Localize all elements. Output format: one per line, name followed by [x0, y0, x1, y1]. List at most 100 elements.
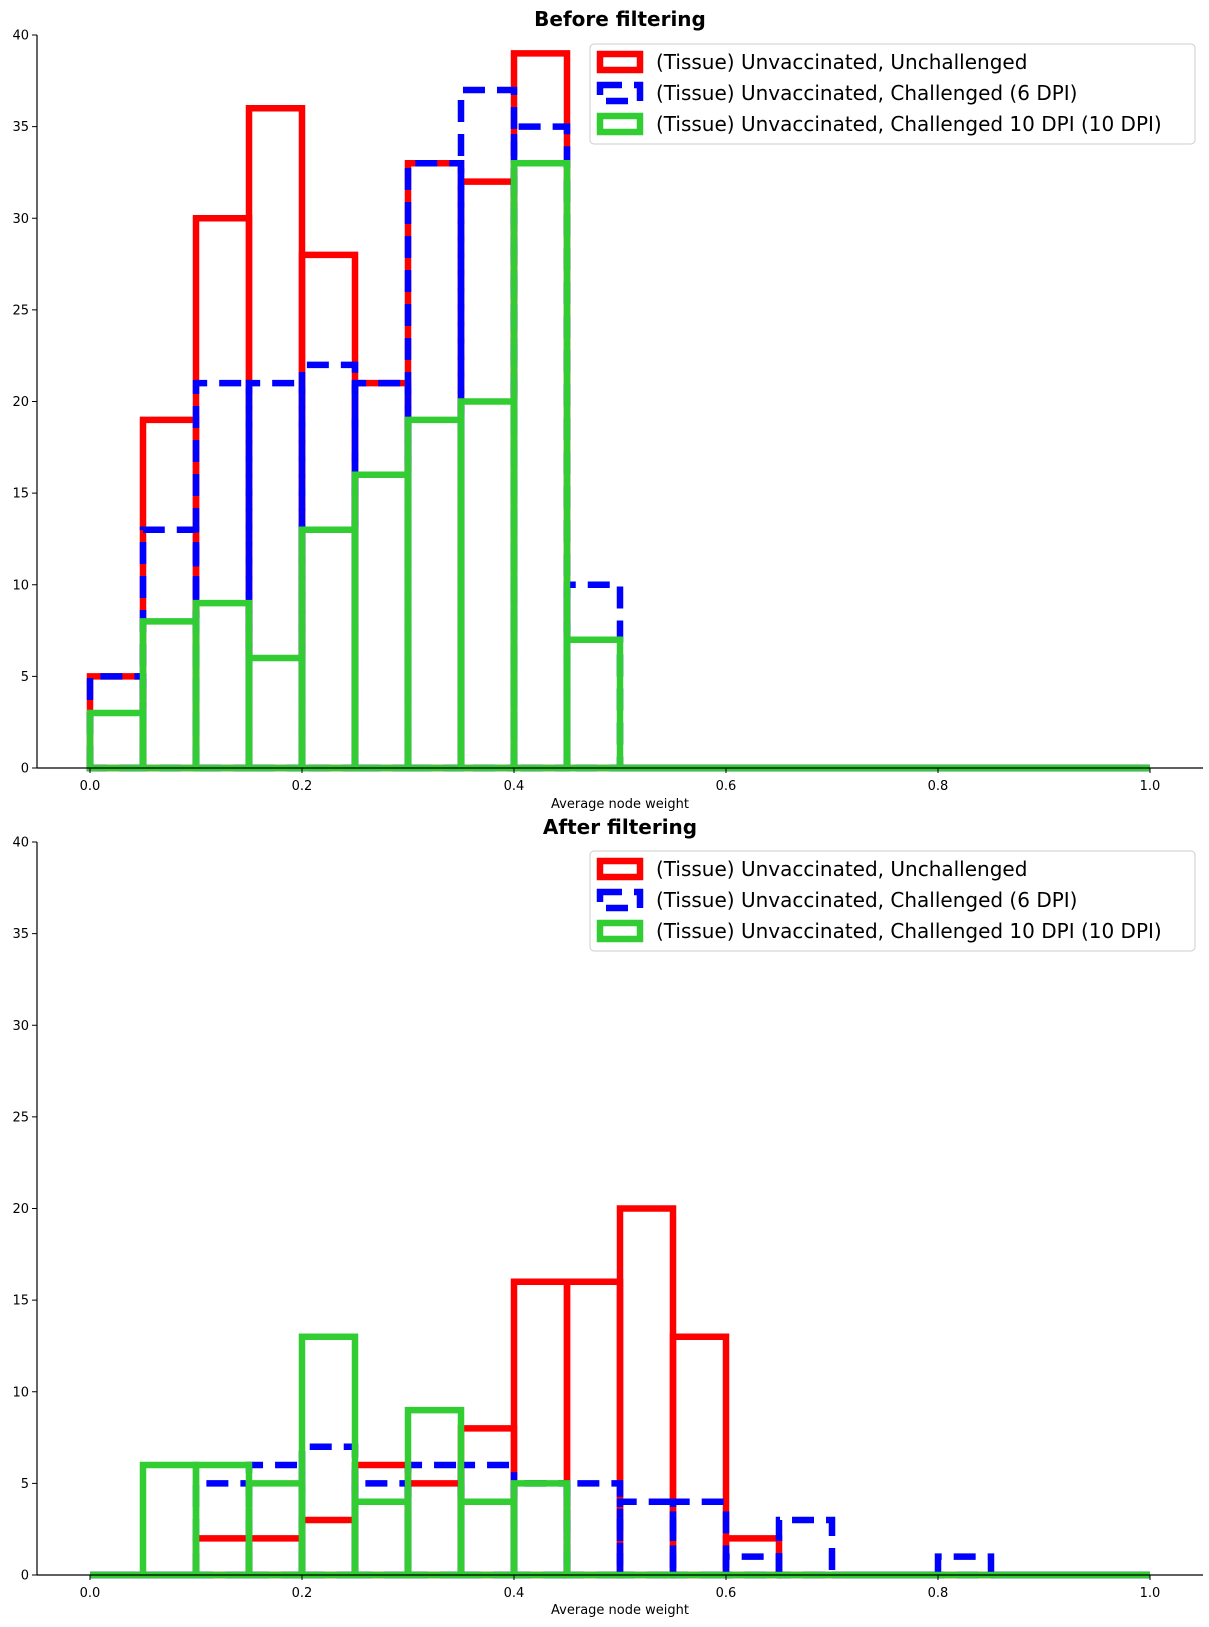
histogram-bar [139, 526, 200, 772]
legend-swatch [596, 888, 644, 912]
histogram-bar [139, 1461, 200, 1579]
y-tick-label: 40 [12, 29, 29, 44]
legend-label: (Tissue) Unvaccinated, Challenged 10 DPI… [656, 112, 1162, 136]
x-axis-label: Average node weight [551, 1603, 689, 1618]
legend-label: (Tissue) Unvaccinated, Challenged (6 DPI… [656, 81, 1077, 105]
histogram-bar [404, 416, 465, 772]
histogram-bar [86, 673, 147, 772]
y-tick-label: 30 [12, 212, 29, 227]
x-tick-label: 1.0 [1140, 1586, 1161, 1601]
histogram-bar [192, 215, 253, 772]
x-tick-label: 0.6 [716, 1586, 737, 1601]
x-tick-label: 1.0 [1140, 779, 1161, 794]
x-tick-label: 0.8 [928, 779, 949, 794]
chart-panel-1: Before filtering 0 5 10 15 20 25 30 35 40 0.0 0.2 0.… [12, 7, 1203, 812]
y-tick-label: 0 [21, 1569, 29, 1584]
histogram-bar [245, 379, 306, 772]
y-tick-label: 5 [21, 670, 29, 685]
histogram-bar [298, 251, 359, 772]
histogram-bar [192, 1535, 253, 1579]
histogram-bar [192, 1480, 253, 1579]
histogram-bar [404, 1480, 465, 1579]
histogram-bar [139, 618, 200, 772]
legend: (Tissue) Unvaccinated, Unchallenged (Tiss… [589, 43, 1196, 145]
legend-label: (Tissue) Unvaccinated, Challenged 10 DPI… [656, 919, 1162, 943]
histogram-bar [245, 105, 306, 772]
legend-label: (Tissue) Unvaccinated, Challenged (6 DPI… [656, 888, 1077, 912]
legend: (Tissue) Unvaccinated, Unchallenged (Tiss… [589, 850, 1196, 952]
histogram-bar [139, 416, 200, 772]
histogram-bar [563, 1278, 624, 1579]
x-tick-label: 0.4 [504, 779, 525, 794]
histogram-bar [351, 379, 412, 772]
y-tick-label: 10 [12, 578, 29, 593]
histogram-bar [298, 526, 359, 772]
y-tick-label: 35 [12, 120, 29, 135]
histogram-bar [457, 1461, 518, 1579]
y-tick-label: 35 [12, 927, 29, 942]
histogram-bar [298, 1443, 359, 1579]
y-tick-label: 20 [12, 395, 29, 410]
histogram-bar [563, 581, 624, 772]
y-tick-label: 5 [21, 1477, 29, 1492]
legend-swatch [596, 919, 644, 943]
legend-frame [589, 850, 1196, 952]
histogram-bar [298, 1333, 359, 1579]
y-tick-label: 15 [12, 1294, 29, 1309]
x-tick-label: 0.0 [80, 1586, 101, 1601]
histogram-bar [457, 398, 518, 772]
histogram-bar [351, 1498, 412, 1579]
histogram-bar [351, 471, 412, 772]
histogram-bar [404, 160, 465, 772]
legend-swatch [596, 50, 644, 74]
y-tick-label: 40 [12, 836, 29, 851]
legend-swatch [596, 857, 644, 881]
legend-frame [589, 43, 1196, 145]
x-tick-label: 0.8 [928, 1586, 949, 1601]
histogram-bar [616, 1498, 677, 1579]
histogram-bar [457, 86, 518, 772]
histogram-bar [298, 361, 359, 772]
y-tick-label: 15 [12, 487, 29, 502]
histogram-bar [245, 1480, 306, 1579]
y-tick-label: 25 [12, 303, 29, 318]
x-tick-label: 0.2 [292, 1586, 313, 1601]
histogram-bar [192, 379, 253, 772]
histogram-bar [457, 178, 518, 772]
histogram-bar [510, 1480, 571, 1579]
histogram-bar [563, 1480, 624, 1579]
histogram-bar [351, 1480, 412, 1579]
histogram-bar [510, 160, 571, 772]
histogram-bar [404, 1406, 465, 1579]
histogram-bar [245, 1535, 306, 1579]
y-tick-label: 30 [12, 1019, 29, 1034]
y-tick-label: 10 [12, 1385, 29, 1400]
x-tick-label: 0.6 [716, 779, 737, 794]
histogram-bar [298, 1516, 359, 1579]
y-tick-label: 20 [12, 1202, 29, 1217]
histogram-bar [457, 1498, 518, 1579]
histogram-bar [669, 1333, 730, 1579]
histogram-bar [616, 1205, 677, 1579]
chart-title: Before filtering [534, 7, 706, 31]
chart-panel-2: After filtering 0 5 10 15 20 25 30 35 40 0.0 0.2 0.4… [12, 815, 1203, 1618]
histogram-bar [245, 654, 306, 772]
histogram-bar [192, 599, 253, 772]
y-tick-label: 25 [12, 1110, 29, 1125]
legend-swatch [596, 81, 644, 105]
histogram-bar [510, 1278, 571, 1579]
y-tick-label: 0 [21, 762, 29, 777]
histogram-bar [563, 636, 624, 772]
histogram-bar [86, 673, 147, 772]
legend-swatch [596, 112, 644, 136]
x-axis-label: Average node weight [551, 797, 689, 812]
x-tick-label: 0.4 [504, 1586, 525, 1601]
legend-label: (Tissue) Unvaccinated, Unchallenged [656, 857, 1027, 881]
histogram-bar [775, 1516, 836, 1579]
histogram-bar [86, 709, 147, 772]
chart-title: After filtering [543, 815, 697, 839]
histogram-bar [510, 1480, 571, 1579]
histogram-bar [351, 379, 412, 772]
legend-label: (Tissue) Unvaccinated, Unchallenged [656, 50, 1027, 74]
histogram-bar [404, 160, 465, 772]
